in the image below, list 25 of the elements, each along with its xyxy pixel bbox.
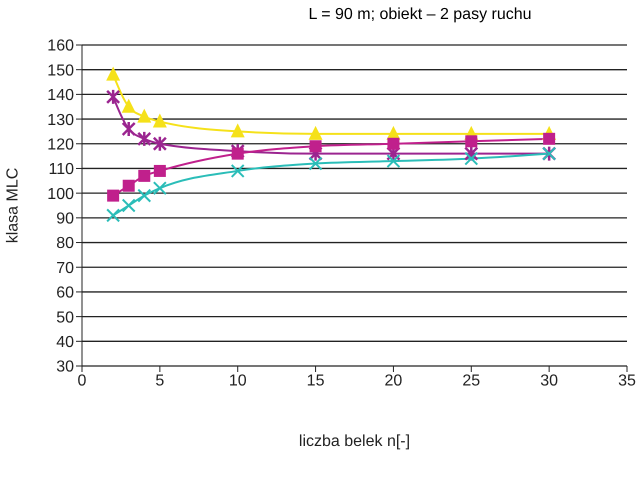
y-tick-label: 110 bbox=[48, 161, 74, 178]
x-tick-label: 0 bbox=[78, 372, 87, 390]
y-tick-label: 30 bbox=[56, 358, 74, 376]
x-tick-label: 5 bbox=[155, 372, 164, 390]
y-tick-label: 100 bbox=[47, 186, 74, 203]
y-tick-label: 150 bbox=[47, 62, 74, 80]
x-tick-label: 10 bbox=[228, 372, 247, 390]
y-tick-label: 70 bbox=[56, 260, 74, 277]
y-tick-label: 80 bbox=[56, 235, 74, 252]
y-tick-label: 50 bbox=[56, 309, 74, 326]
x-tick-label: 25 bbox=[462, 372, 480, 390]
x-tick-label: 15 bbox=[306, 372, 325, 390]
y-tick-label: 120 bbox=[47, 136, 74, 154]
x-axis-title: liczba belek n[-] bbox=[298, 433, 410, 450]
y-tick-label: 40 bbox=[56, 334, 74, 351]
x-tick-label: 30 bbox=[540, 372, 558, 390]
x-tick-label: 20 bbox=[384, 372, 402, 390]
y-tick-label: 140 bbox=[47, 87, 74, 104]
y-axis-title: klasa MLC bbox=[4, 168, 22, 244]
x-tick-label: 35 bbox=[618, 372, 636, 390]
y-tick-label: 160 bbox=[47, 38, 74, 55]
chart-title: L = 90 m; obiekt – 2 pasy ruchu bbox=[307, 6, 533, 24]
y-tick-label: 90 bbox=[56, 210, 74, 228]
y-tick-label: 130 bbox=[47, 112, 74, 129]
y-tick-label: 60 bbox=[56, 284, 74, 302]
